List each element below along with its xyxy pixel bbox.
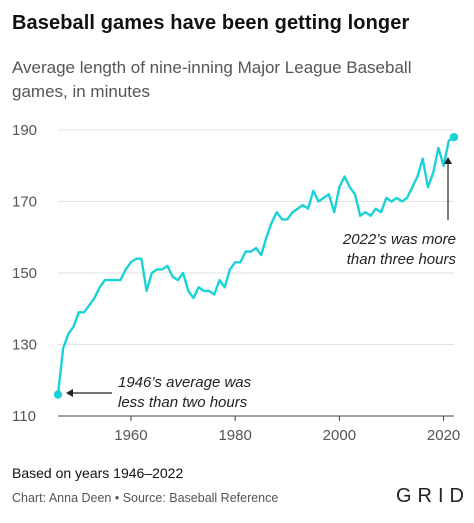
annotation-end-line2: than three hours — [347, 251, 457, 268]
y-tick-label: 190 — [12, 122, 37, 139]
footnote: Based on years 1946–2022 — [12, 465, 184, 481]
grid-logo: GRID — [396, 485, 470, 507]
source-credit: Chart: Anna Deen • Source: Baseball Refe… — [12, 491, 279, 505]
series-group — [53, 132, 459, 399]
chart-title: Baseball games have been getting longer — [12, 12, 410, 34]
y-tick-label: 130 — [12, 337, 37, 354]
annotation-start: 1946’s average was less than two hours — [66, 374, 252, 411]
x-tick-label: 1960 — [114, 427, 147, 444]
x-axis-ticks: 1960 1980 2000 2020 — [114, 416, 460, 444]
chart-subtitle: Average length of nine-inning Major Leag… — [12, 58, 412, 101]
annotation-start-line1: 1946’s average was — [118, 374, 252, 391]
annotation-end: 2022’s was more than three hours — [342, 157, 457, 268]
x-tick-label: 1980 — [218, 427, 251, 444]
y-tick-label: 150 — [12, 265, 37, 282]
start-point — [53, 390, 63, 399]
x-tick-label: 2020 — [427, 427, 460, 444]
line-chart: 110 130 150 170 190 1960 1980 2000 2020 1946’s … — [12, 122, 460, 444]
series-line — [56, 135, 456, 396]
annotation-start-line2: less than two hours — [118, 394, 248, 411]
annotation-end-arrowhead — [444, 157, 452, 164]
end-point — [449, 132, 459, 142]
annotation-start-arrowhead — [66, 389, 73, 397]
y-tick-label: 110 — [12, 408, 36, 425]
x-tick-label: 2000 — [323, 427, 356, 444]
annotation-end-line1: 2022’s was more — [342, 231, 456, 248]
y-axis-ticks: 110 130 150 170 190 — [12, 122, 37, 425]
y-tick-label: 170 — [12, 194, 37, 211]
